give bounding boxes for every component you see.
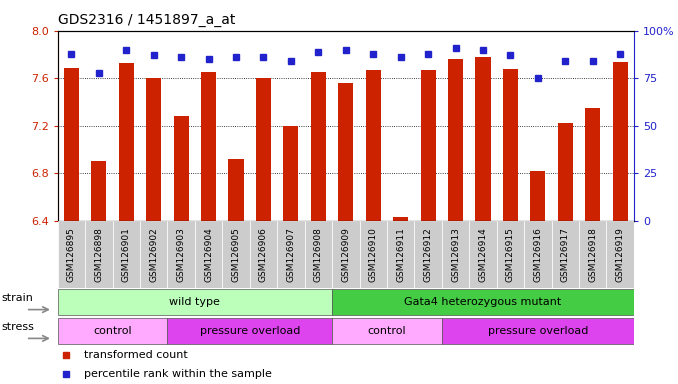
- Bar: [250, 221, 277, 288]
- Bar: [167, 318, 332, 344]
- Text: GSM126904: GSM126904: [204, 227, 213, 282]
- Bar: [338, 83, 353, 221]
- Bar: [195, 221, 222, 288]
- Bar: [585, 108, 600, 221]
- Text: GSM126915: GSM126915: [506, 227, 515, 282]
- Bar: [283, 126, 298, 221]
- Bar: [228, 159, 243, 221]
- Text: GSM126895: GSM126895: [67, 227, 76, 282]
- Text: transformed count: transformed count: [83, 350, 187, 360]
- Text: GSM126914: GSM126914: [479, 227, 487, 282]
- Bar: [387, 221, 414, 288]
- Bar: [414, 221, 442, 288]
- Bar: [420, 70, 436, 221]
- Bar: [58, 318, 167, 344]
- Bar: [552, 221, 579, 288]
- Bar: [119, 63, 134, 221]
- Bar: [524, 221, 552, 288]
- Bar: [469, 221, 497, 288]
- Text: GSM126916: GSM126916: [534, 227, 542, 282]
- Bar: [475, 57, 491, 221]
- Bar: [201, 72, 216, 221]
- Text: GDS2316 / 1451897_a_at: GDS2316 / 1451897_a_at: [58, 13, 235, 27]
- Bar: [311, 72, 326, 221]
- Text: GSM126911: GSM126911: [396, 227, 405, 282]
- Text: pressure overload: pressure overload: [199, 326, 300, 336]
- Text: GSM126913: GSM126913: [451, 227, 460, 282]
- Text: GSM126910: GSM126910: [369, 227, 378, 282]
- Bar: [174, 116, 188, 221]
- Text: GSM126908: GSM126908: [314, 227, 323, 282]
- Text: strain: strain: [1, 293, 33, 303]
- Text: GSM126902: GSM126902: [149, 227, 158, 282]
- Bar: [442, 221, 469, 288]
- Bar: [613, 61, 628, 221]
- Bar: [359, 221, 387, 288]
- Bar: [256, 78, 271, 221]
- Bar: [365, 70, 381, 221]
- Text: GSM126905: GSM126905: [231, 227, 241, 282]
- Bar: [558, 123, 573, 221]
- Bar: [442, 318, 634, 344]
- Bar: [222, 221, 250, 288]
- Text: GSM126909: GSM126909: [341, 227, 351, 282]
- Bar: [85, 221, 113, 288]
- Text: wild type: wild type: [170, 297, 220, 308]
- Text: GSM126903: GSM126903: [177, 227, 186, 282]
- Bar: [607, 221, 634, 288]
- Text: GSM126918: GSM126918: [589, 227, 597, 282]
- Text: GSM126907: GSM126907: [286, 227, 296, 282]
- Bar: [579, 221, 607, 288]
- Bar: [304, 221, 332, 288]
- Text: control: control: [367, 326, 406, 336]
- Bar: [140, 221, 167, 288]
- Text: percentile rank within the sample: percentile rank within the sample: [83, 369, 271, 379]
- Text: control: control: [93, 326, 132, 336]
- Text: GSM126901: GSM126901: [122, 227, 131, 282]
- Text: stress: stress: [1, 322, 34, 332]
- Bar: [92, 161, 106, 221]
- Text: GSM126919: GSM126919: [616, 227, 624, 282]
- Text: GSM126912: GSM126912: [424, 227, 433, 282]
- Bar: [448, 59, 463, 221]
- Text: GSM126906: GSM126906: [259, 227, 268, 282]
- Text: pressure overload: pressure overload: [487, 326, 588, 336]
- Bar: [332, 290, 634, 315]
- Bar: [530, 171, 545, 221]
- Bar: [64, 68, 79, 221]
- Bar: [497, 221, 524, 288]
- Bar: [58, 290, 332, 315]
- Bar: [167, 221, 195, 288]
- Bar: [332, 318, 442, 344]
- Bar: [113, 221, 140, 288]
- Bar: [332, 221, 359, 288]
- Bar: [503, 69, 518, 221]
- Text: GSM126917: GSM126917: [561, 227, 570, 282]
- Text: GSM126898: GSM126898: [94, 227, 103, 282]
- Text: Gata4 heterozygous mutant: Gata4 heterozygous mutant: [404, 297, 561, 308]
- Bar: [58, 221, 85, 288]
- Bar: [393, 217, 408, 221]
- Bar: [277, 221, 304, 288]
- Bar: [146, 78, 161, 221]
